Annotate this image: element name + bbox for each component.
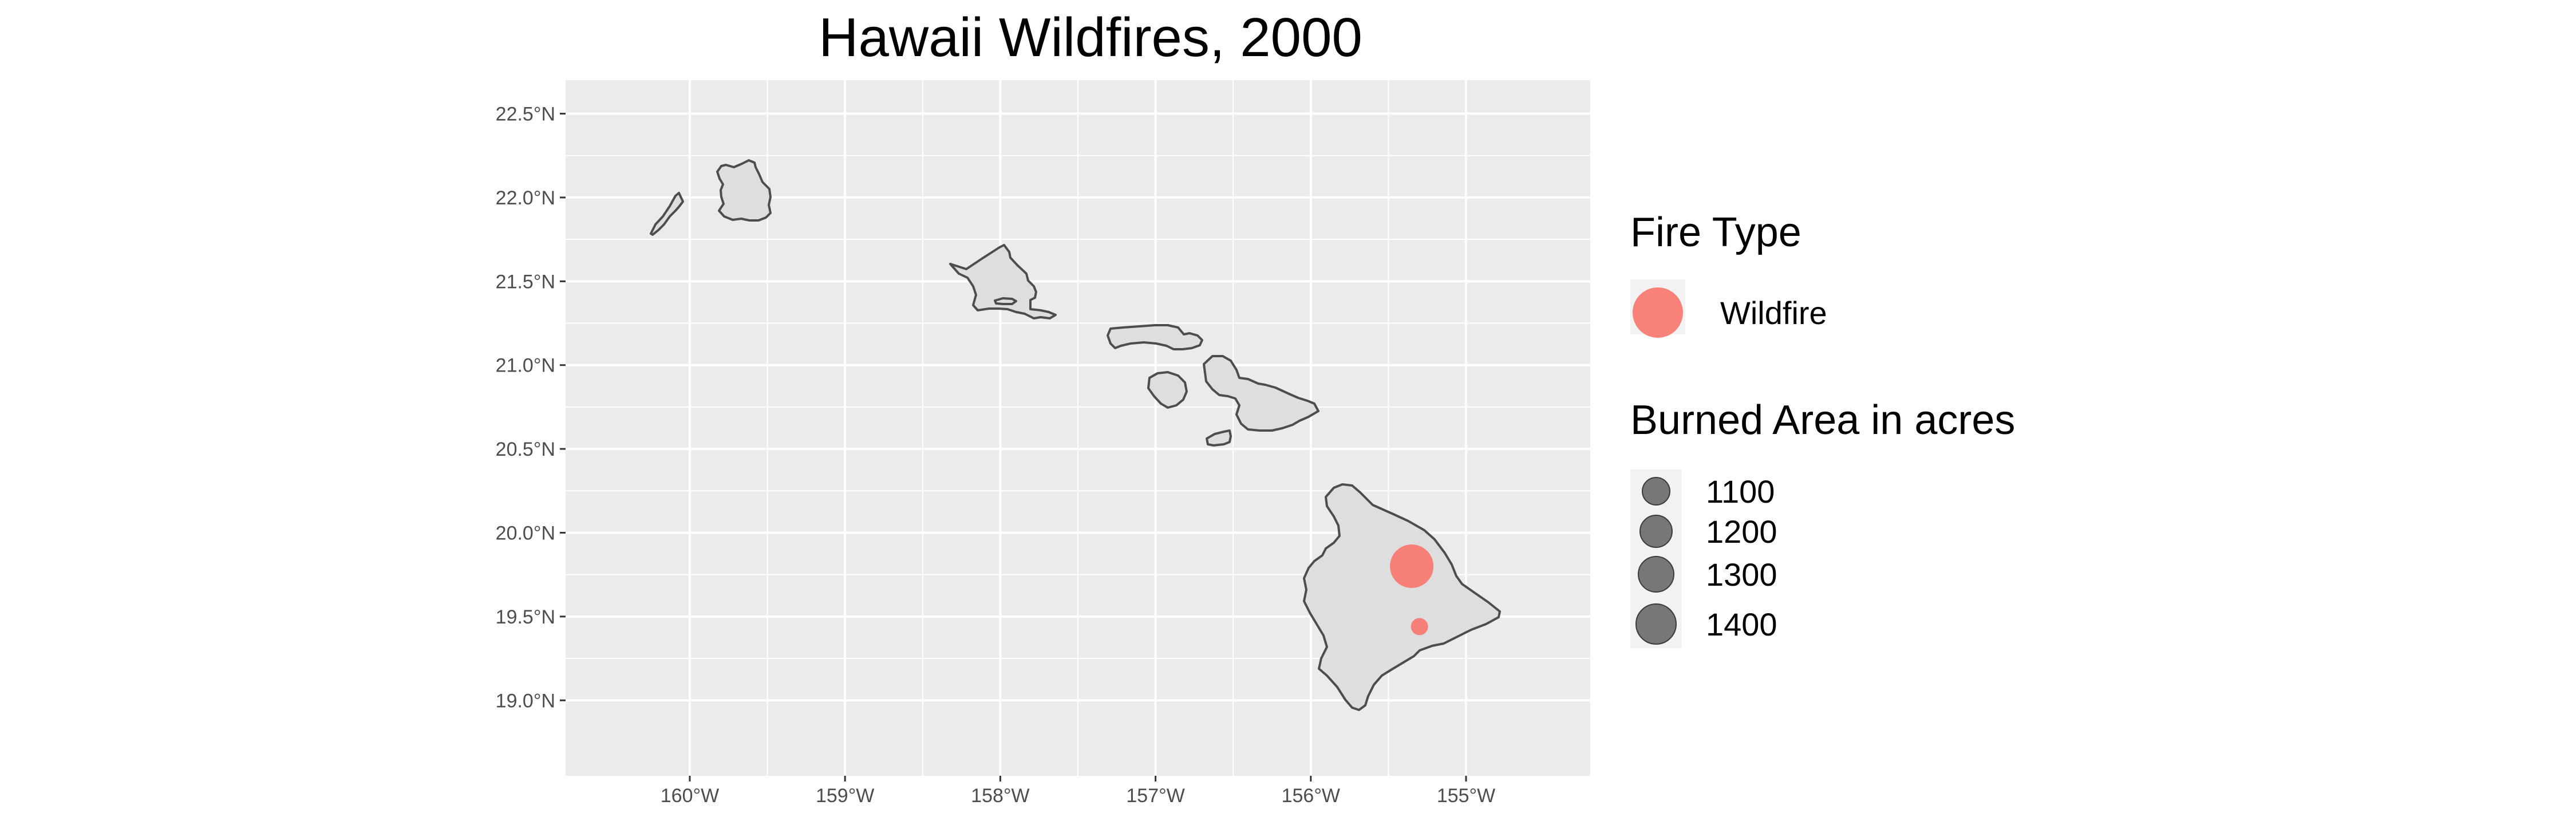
y-tick-label: 22.0°N [496,187,555,209]
legend-size-swatch [1642,477,1670,506]
plot-panel [566,80,1590,776]
y-tick-label: 19.0°N [496,690,555,712]
legend-burned-area-entries: 1100 1200 1300 1400 [1635,473,1777,645]
x-axis: 160°W 159°W 158°W 157°W 156°W 155°W [661,776,1495,807]
y-tick-label: 22.5°N [496,104,555,125]
x-tick-label: 158°W [971,785,1029,807]
wildfire-point [1411,618,1428,636]
island-niihau [650,192,684,236]
grid-lines [566,80,1590,776]
island-kahoolawe [1206,429,1232,447]
wildfire-point [1390,544,1434,589]
chart-title: Hawaii Wildfires, 2000 [819,7,1362,68]
y-tick-label: 20.5°N [496,439,555,460]
island-maui [1203,355,1319,432]
y-tick-label: 20.0°N [496,522,555,544]
y-axis: 19.0°N 19.5°N 20.0°N 20.5°N 21.0°N 21.5°N 22.0… [496,104,566,712]
y-tick-label: 21.5°N [496,271,555,293]
x-tick-label: 157°W [1126,785,1184,807]
y-tick-label: 19.5°N [496,606,555,628]
land-layer [650,159,1501,711]
island-oahu-lake [994,297,1017,305]
legend-burned-area: Burned Area in acres 1100 1200 1300 1400 [1630,397,2015,648]
legend-size-label: 1400 [1706,606,1777,642]
x-tick-label: 159°W [816,785,874,807]
legend-size-label: 1300 [1706,556,1777,593]
legend-size-swatch [1639,515,1673,548]
y-tick-label: 21.0°N [496,355,555,377]
island-hawaii [1303,483,1501,711]
fire-points [1390,544,1434,636]
legend-size-swatch [1638,556,1674,593]
legend-size-swatch [1635,603,1677,645]
x-tick-label: 156°W [1282,785,1340,807]
x-tick-label: 160°W [661,785,719,807]
x-tick-label: 155°W [1437,785,1495,807]
island-molokai [1107,324,1203,350]
legend-size-label: 1100 [1706,473,1775,510]
legend-fire-type: Fire Type Wildfire [1630,210,1827,338]
legend-size-label: 1200 [1706,514,1777,550]
legend-wildfire-label: Wildfire [1720,295,1827,331]
legend-fire-type-title: Fire Type [1630,210,1801,255]
island-oahu [949,244,1057,319]
island-lanai [1147,371,1188,409]
legend-wildfire-swatch [1633,287,1683,338]
legend-burned-area-title: Burned Area in acres [1630,397,2015,443]
island-kauai [716,159,772,222]
